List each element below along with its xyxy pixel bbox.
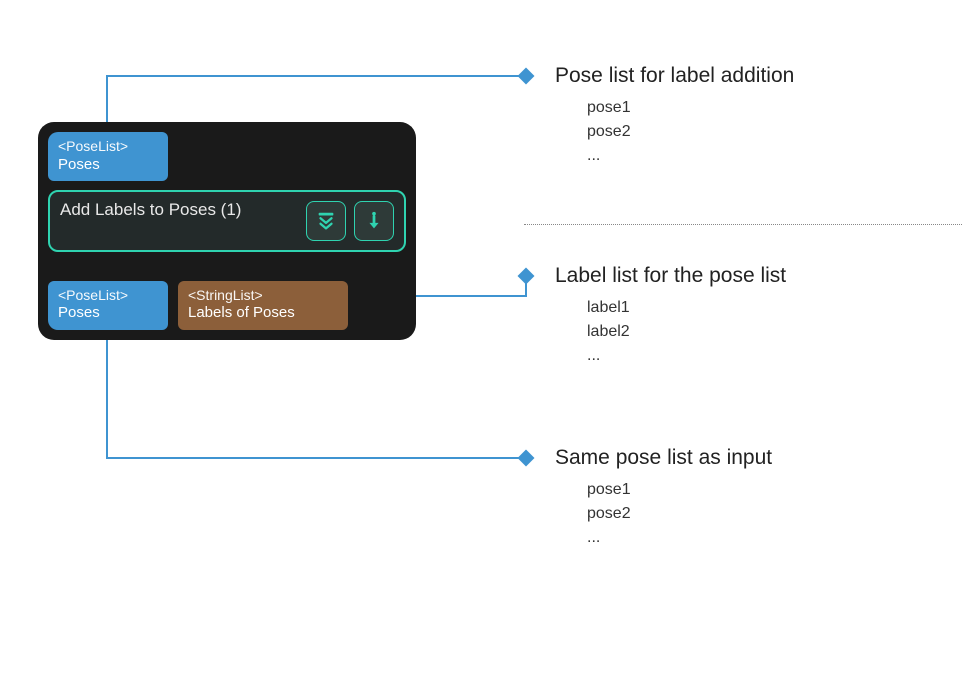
callout: Same pose list as input pose1pose2... — [555, 446, 955, 550]
callout-items: pose1pose2... — [555, 96, 955, 168]
port-type-label: <PoseList> — [58, 287, 158, 305]
node-panel: <PoseList> Poses Add Labels to Poses (1) — [38, 122, 416, 340]
callout-items: label1label2... — [555, 296, 955, 368]
chevrons-down-icon — [315, 210, 337, 232]
callout-item: label2 — [587, 320, 955, 344]
callout-item: ... — [587, 344, 955, 368]
port-label: Labels of Poses — [188, 304, 338, 323]
node-title-row: Add Labels to Poses (1) — [48, 190, 406, 252]
output-port-poses[interactable]: <PoseList> Poses — [48, 281, 168, 330]
input-port-poses[interactable]: <PoseList> Poses — [48, 132, 168, 181]
diagram-canvas: <PoseList> Poses Add Labels to Poses (1) — [0, 0, 974, 676]
node-title: Add Labels to Poses (1) — [60, 192, 298, 220]
callout-item: pose2 — [587, 502, 955, 526]
execute-all-button[interactable] — [306, 201, 346, 241]
port-type-label: <PoseList> — [58, 138, 158, 156]
callout-title: Label list for the pose list — [555, 264, 955, 288]
callout-title: Pose list for label addition — [555, 64, 955, 88]
output-port-labels[interactable]: <StringList> Labels of Poses — [178, 281, 348, 330]
execute-one-button[interactable] — [354, 201, 394, 241]
port-label: Poses — [58, 156, 158, 175]
callout-item: pose2 — [587, 120, 955, 144]
callout-title: Same pose list as input — [555, 446, 955, 470]
callout-item: ... — [587, 526, 955, 550]
separator-line — [524, 224, 962, 225]
callout-item: ... — [587, 144, 955, 168]
port-type-label: <StringList> — [188, 287, 338, 305]
callout-items: pose1pose2... — [555, 478, 955, 550]
callout-item: pose1 — [587, 478, 955, 502]
port-label: Poses — [58, 304, 158, 323]
callout-item: pose1 — [587, 96, 955, 120]
callout: Pose list for label addition pose1pose2..… — [555, 64, 955, 168]
callout-item: label1 — [587, 296, 955, 320]
arrow-down-icon — [363, 210, 385, 232]
callout: Label list for the pose list label1label2… — [555, 264, 955, 368]
